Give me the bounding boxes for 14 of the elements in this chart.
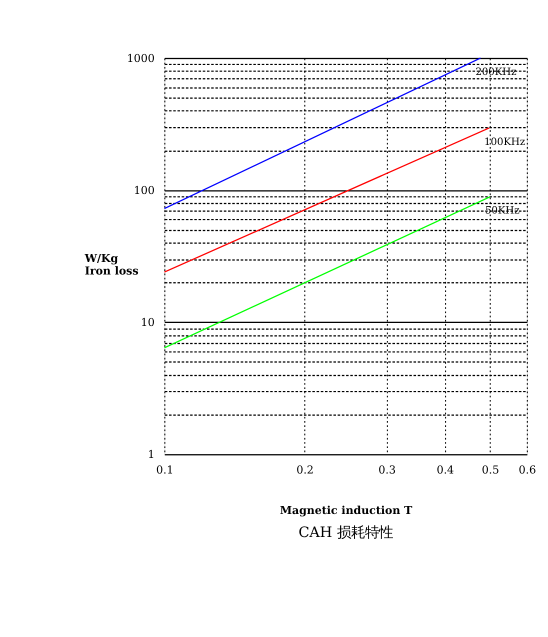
x-tick-label: 0.5 bbox=[482, 463, 500, 476]
x-tick-label: 0.2 bbox=[296, 463, 314, 476]
x-tick-label: 0.1 bbox=[156, 463, 174, 476]
y-tick-label: 1 bbox=[148, 448, 155, 462]
x-axis-title: Magnetic induction T bbox=[280, 504, 414, 517]
series-label: 100KHz bbox=[484, 136, 526, 148]
y-tick-label: 100 bbox=[134, 184, 155, 197]
y-axis-title: W/Kg Iron loss bbox=[84, 252, 139, 278]
x-tick-label: 0.6 bbox=[518, 463, 536, 476]
x-tick-label: 0.4 bbox=[436, 463, 454, 476]
y-tick-label: 10 bbox=[140, 316, 155, 330]
x-tick-label: 0.3 bbox=[378, 463, 396, 476]
text: CAH 损耗特性 bbox=[298, 524, 393, 541]
y-tick-label: 1000 bbox=[126, 52, 155, 65]
